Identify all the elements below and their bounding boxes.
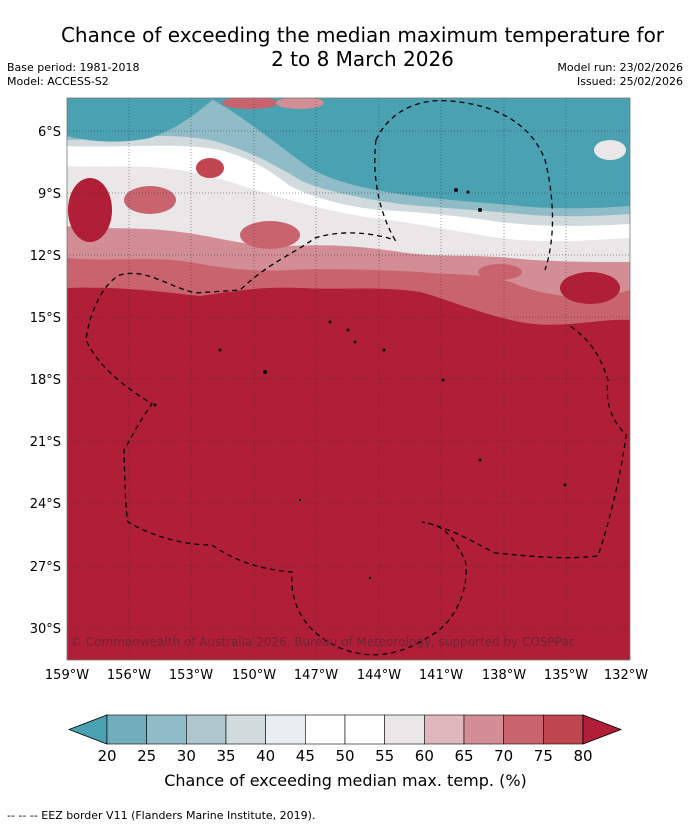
- colorbar-tick-label: 50: [335, 747, 354, 765]
- islands: [153, 188, 567, 580]
- warm-patch: [196, 158, 224, 178]
- latitude-labels: 6°S 9°S 12°S 15°S 18°S 21°S 24°S 27°S 30…: [30, 125, 61, 637]
- lon-label: 147°W: [294, 668, 338, 683]
- issued-date: Issued: 25/02/2026: [576, 75, 683, 88]
- colorbar-tick-label: 30: [177, 747, 196, 765]
- title-line-2: 2 to 8 March 2026: [271, 47, 454, 71]
- colorbar-tick-label: 55: [375, 747, 394, 765]
- colorbar-title: Chance of exceeding median max. temp. (%…: [164, 771, 527, 790]
- colorbar-tick-label: 45: [296, 747, 315, 765]
- meta-right: Model run: 23/02/2026 Issued: 25/02/2026: [557, 61, 683, 89]
- colorbar-tick-label: 35: [216, 747, 235, 765]
- low-probability-region-west: [67, 98, 215, 142]
- colorbar: [67, 714, 623, 745]
- low-probability-region-east: [210, 98, 630, 209]
- colorbar-segment: [265, 714, 306, 745]
- warm-patch: [124, 186, 176, 214]
- colorbar-segment: [463, 714, 504, 745]
- lon-label: 141°W: [419, 668, 463, 683]
- colorbar-tick-label: 25: [137, 747, 156, 765]
- lat-label: 21°S: [30, 435, 61, 450]
- colorbar-tick-label: 20: [97, 747, 116, 765]
- colorbar-tick-label: 60: [415, 747, 434, 765]
- base-period: Base period: 1981-2018: [7, 61, 140, 74]
- colorbar-segment: [186, 714, 227, 745]
- lat-label: 15°S: [30, 311, 61, 326]
- colorbar-tick-label: 75: [534, 747, 553, 765]
- lon-label: 150°W: [232, 668, 276, 683]
- lon-label: 144°W: [357, 668, 401, 683]
- lat-label: 6°S: [38, 125, 61, 140]
- lat-label: 27°S: [30, 560, 61, 575]
- warm-patch: [222, 98, 278, 109]
- lon-label: 135°W: [544, 668, 588, 683]
- copyright-text: © Commonwealth of Australia 2026, Bureau…: [70, 635, 575, 649]
- map-field: [67, 98, 630, 660]
- colorbar-segment: [305, 714, 346, 745]
- lon-label: 156°W: [107, 668, 151, 683]
- meta-left: Base period: 1981-2018 Model: ACCESS-S2: [7, 61, 139, 89]
- lat-label: 9°S: [38, 187, 61, 202]
- colorbar-tick-label: 80: [573, 747, 592, 765]
- lat-label: 30°S: [30, 622, 61, 637]
- eez-borders: [85, 99, 627, 656]
- warm-patch: [560, 272, 620, 304]
- lat-label: 12°S: [30, 249, 61, 264]
- lon-label: 132°W: [604, 668, 648, 683]
- colorbar-segment: [424, 714, 465, 745]
- map-title: Chance of exceeding the median maximum t…: [40, 23, 685, 71]
- longitude-labels: 159°W 156°W 153°W 150°W 147°W 144°W 141°…: [45, 668, 648, 683]
- cool-patch: [594, 140, 626, 160]
- warm-patch: [240, 221, 300, 249]
- colorbar-segment: [225, 714, 266, 745]
- colorbar-ticks: 20 25 30 35 40 45 50 55 60 65 70 75 80: [97, 747, 592, 765]
- colorbar-segment: [384, 714, 425, 745]
- graticule: [67, 98, 630, 660]
- lon-label: 138°W: [482, 668, 526, 683]
- warm-patch: [478, 264, 522, 280]
- title-line-1: Chance of exceeding the median maximum t…: [60, 23, 665, 47]
- colorbar-segment: [146, 714, 187, 745]
- lat-label: 24°S: [30, 497, 61, 512]
- lon-label: 153°W: [169, 668, 213, 683]
- warm-patch: [276, 98, 324, 109]
- colorbar-segment: [543, 714, 584, 745]
- warm-patch: [68, 178, 112, 242]
- colorbar-segment: [106, 714, 147, 745]
- footnote: -- -- -- EEZ border V11 (Flanders Marine…: [7, 809, 316, 822]
- colorbar-segment: [344, 714, 385, 745]
- model-name: Model: ACCESS-S2: [7, 75, 109, 88]
- lat-label: 18°S: [30, 373, 61, 388]
- colorbar-max-extension: [582, 714, 623, 745]
- colorbar-min-extension: [67, 714, 108, 745]
- map-frame: [66, 97, 631, 661]
- colorbar-tick-label: 65: [454, 747, 473, 765]
- colorbar-segment: [503, 714, 544, 745]
- model-run: Model run: 23/02/2026: [557, 61, 683, 74]
- colorbar-tick-label: 40: [256, 747, 275, 765]
- colorbar-tick-label: 70: [494, 747, 513, 765]
- lon-label: 159°W: [45, 668, 89, 683]
